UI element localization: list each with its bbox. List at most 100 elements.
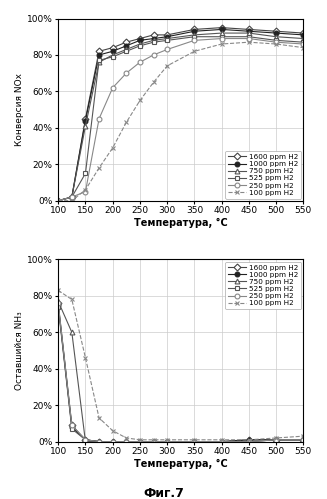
Line: 100 ppm H2: 100 ppm H2 [56, 40, 306, 203]
250 ppm H2 [220, 35, 224, 41]
1000 ppm H2 [274, 437, 278, 443]
525 ppm H2 [165, 439, 169, 445]
Legend: 1600 ppm H2, 1000 ppm H2, 750 ppm H2, 525 ppm H2, 250 ppm H2, 100 ppm H2: 1600 ppm H2, 1000 ppm H2, 750 ppm H2, 52… [225, 151, 301, 199]
100 ppm H2 [220, 437, 224, 443]
100 ppm H2 [247, 39, 251, 45]
1000 ppm H2 [56, 198, 60, 204]
250 ppm H2 [83, 189, 87, 195]
100 ppm H2 [56, 287, 60, 293]
750 ppm H2 [165, 35, 169, 41]
750 ppm H2 [111, 52, 115, 58]
750 ppm H2 [70, 194, 74, 200]
1600 ppm H2 [247, 437, 251, 443]
1600 ppm H2 [56, 198, 60, 204]
Line: 1000 ppm H2: 1000 ppm H2 [56, 302, 306, 444]
1600 ppm H2 [193, 26, 197, 32]
Line: 525 ppm H2: 525 ppm H2 [56, 304, 306, 444]
1600 ppm H2 [274, 437, 278, 443]
1000 ppm H2 [83, 118, 87, 124]
750 ppm H2 [193, 439, 197, 445]
250 ppm H2 [247, 439, 251, 445]
100 ppm H2 [152, 437, 156, 443]
1000 ppm H2 [138, 37, 142, 43]
100 ppm H2 [111, 145, 115, 151]
1600 ppm H2 [220, 439, 224, 445]
750 ppm H2 [247, 30, 251, 36]
1600 ppm H2 [70, 194, 74, 200]
1600 ppm H2 [83, 437, 87, 443]
1000 ppm H2 [220, 26, 224, 32]
1000 ppm H2 [152, 35, 156, 41]
Line: 750 ppm H2: 750 ppm H2 [56, 299, 306, 444]
1600 ppm H2 [70, 422, 74, 428]
1000 ppm H2 [124, 43, 128, 49]
100 ppm H2 [301, 433, 305, 439]
250 ppm H2 [70, 194, 74, 200]
750 ppm H2 [56, 198, 60, 204]
250 ppm H2 [138, 439, 142, 445]
1600 ppm H2 [193, 439, 197, 445]
525 ppm H2 [193, 439, 197, 445]
Line: 1600 ppm H2: 1600 ppm H2 [56, 25, 306, 203]
1600 ppm H2 [165, 32, 169, 38]
525 ppm H2 [220, 439, 224, 445]
750 ppm H2 [165, 439, 169, 445]
100 ppm H2 [193, 48, 197, 54]
1600 ppm H2 [220, 24, 224, 30]
100 ppm H2 [97, 415, 101, 421]
Y-axis label: Конверсия NOх: Конверсия NOх [15, 73, 24, 146]
750 ppm H2 [301, 35, 305, 41]
750 ppm H2 [83, 439, 87, 445]
100 ppm H2 [152, 79, 156, 85]
100 ppm H2 [138, 97, 142, 103]
525 ppm H2 [165, 37, 169, 43]
100 ppm H2 [97, 165, 101, 171]
1000 ppm H2 [247, 28, 251, 34]
Line: 250 ppm H2: 250 ppm H2 [56, 301, 306, 444]
1600 ppm H2 [97, 439, 101, 445]
750 ppm H2 [247, 439, 251, 445]
1000 ppm H2 [138, 439, 142, 445]
1600 ppm H2 [111, 439, 115, 445]
100 ppm H2 [247, 437, 251, 443]
250 ppm H2 [124, 70, 128, 76]
250 ppm H2 [165, 439, 169, 445]
250 ppm H2 [301, 41, 305, 47]
250 ppm H2 [56, 198, 60, 204]
1000 ppm H2 [193, 28, 197, 34]
525 ppm H2 [152, 39, 156, 45]
1000 ppm H2 [152, 439, 156, 445]
750 ppm H2 [124, 46, 128, 52]
250 ppm H2 [83, 437, 87, 443]
250 ppm H2 [124, 439, 128, 445]
Line: 1600 ppm H2: 1600 ppm H2 [56, 301, 306, 444]
250 ppm H2 [152, 52, 156, 58]
525 ppm H2 [247, 439, 251, 445]
750 ppm H2 [274, 437, 278, 443]
250 ppm H2 [138, 59, 142, 65]
1000 ppm H2 [247, 437, 251, 443]
250 ppm H2 [70, 422, 74, 428]
Y-axis label: Оставшийся NH₃: Оставшийся NH₃ [15, 311, 24, 390]
525 ppm H2 [111, 439, 115, 445]
1000 ppm H2 [301, 32, 305, 38]
100 ppm H2 [301, 44, 305, 50]
1600 ppm H2 [97, 48, 101, 54]
525 ppm H2 [220, 34, 224, 40]
100 ppm H2 [193, 437, 197, 443]
1000 ppm H2 [111, 439, 115, 445]
750 ppm H2 [138, 439, 142, 445]
250 ppm H2 [193, 439, 197, 445]
Line: 1000 ppm H2: 1000 ppm H2 [56, 27, 306, 203]
1000 ppm H2 [83, 437, 87, 443]
250 ppm H2 [274, 437, 278, 443]
250 ppm H2 [274, 39, 278, 45]
1600 ppm H2 [83, 116, 87, 122]
525 ppm H2 [70, 194, 74, 200]
Text: Фиг.7: Фиг.7 [143, 487, 184, 499]
100 ppm H2 [56, 198, 60, 204]
750 ppm H2 [301, 437, 305, 443]
525 ppm H2 [124, 48, 128, 54]
100 ppm H2 [111, 428, 115, 434]
750 ppm H2 [138, 41, 142, 47]
